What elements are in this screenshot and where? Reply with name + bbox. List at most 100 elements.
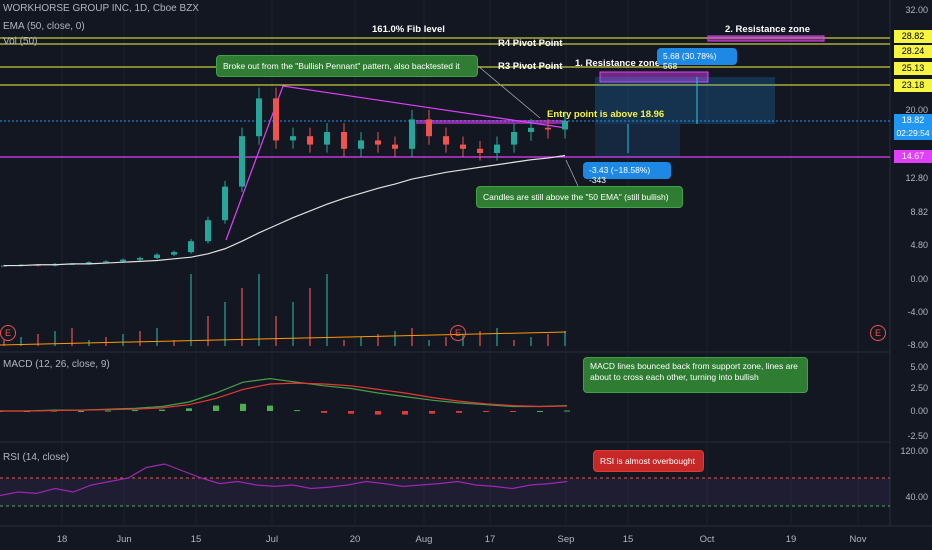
note-pointer [477, 65, 541, 119]
volume-bar [513, 340, 515, 346]
volume-bar [54, 331, 56, 346]
macd-histogram-bar [105, 410, 111, 412]
price-flag-support: 14.67 [894, 150, 932, 163]
macd-tick: 2.50 [910, 383, 928, 393]
candle-body [409, 119, 415, 149]
volume-bar [292, 302, 294, 346]
candle-body [222, 186, 228, 221]
pennant-note: Broke out from the "Bullish Pennant" pat… [216, 55, 478, 77]
candle-body [443, 136, 449, 145]
price-tick: 12.80 [905, 173, 928, 183]
rsi-legend: RSI (14, close) [3, 452, 70, 463]
macd-histogram-bar [483, 411, 489, 412]
macd-signal-line [0, 382, 568, 412]
price-tick: 32.00 [905, 5, 928, 15]
macd-tick: 5.00 [910, 362, 928, 372]
candle-body [545, 127, 551, 130]
macd-tick: 0.00 [910, 406, 928, 416]
rsi-note: RSI is almost overbought [593, 450, 704, 472]
macd-histogram-bar [537, 411, 543, 412]
volume-bar [173, 340, 175, 346]
macd-tick: -2.50 [907, 431, 928, 441]
volume-bar [496, 328, 498, 346]
x-tick: Oct [699, 534, 715, 545]
resistance-zone-2 [707, 35, 825, 42]
volume-bar [326, 274, 328, 346]
x-tick: Nov [849, 534, 867, 545]
volume-bar [241, 288, 243, 346]
candle-body [324, 132, 330, 145]
volume-bar [71, 328, 73, 346]
volume-bar [343, 340, 345, 346]
volume-bar [428, 340, 430, 346]
price-flag-fib: 28.82 [894, 30, 932, 43]
volume-bar [275, 316, 277, 346]
candle-body [205, 220, 211, 242]
earnings-marker[interactable]: E [870, 325, 886, 341]
candle-body [562, 120, 568, 130]
x-tick: 17 [484, 534, 496, 545]
earnings-marker[interactable]: E [450, 325, 466, 341]
price-tick: -8.00 [907, 340, 928, 350]
volume-bar [309, 288, 311, 346]
macd-histogram-bar [429, 411, 435, 414]
price-flag-r4: 28.24 [894, 45, 932, 58]
symbol-title: WORKHORSE GROUP INC, 1D, Cboe BZX [3, 3, 199, 14]
candle-body [120, 259, 126, 262]
volume-bar [394, 331, 396, 346]
entry-point-label: Entry point is above 18.96 [547, 109, 665, 120]
r4-pivot-label: R4 Pivot Point [498, 38, 563, 49]
ema-note: Candles are still above the "50 EMA" (st… [476, 186, 683, 208]
target-box [595, 77, 775, 124]
macd-histogram-bar [510, 411, 516, 412]
bar-countdown: 02:29:54 [894, 127, 932, 140]
candle-body [477, 148, 483, 153]
rsi-tick: 40.00 [905, 492, 928, 502]
volume-bar [360, 337, 362, 346]
price-flag-resistance: 23.18 [894, 79, 932, 92]
fib-level-label: 161.0% Fib level [372, 24, 445, 35]
macd-histogram-bar [348, 411, 354, 414]
price-tick: -4.00 [907, 307, 928, 317]
volume-bar [139, 331, 141, 346]
x-tick: Sep [557, 534, 575, 545]
macd-histogram-bar [132, 410, 138, 412]
x-tick: 18 [56, 534, 68, 545]
price-tick: 20.00 [905, 105, 928, 115]
macd-histogram-bar [213, 405, 219, 411]
resistance-zone-1 [599, 71, 709, 83]
rsi-tick: 120.00 [900, 446, 928, 456]
volume-bar [445, 337, 447, 346]
candle-body [154, 254, 160, 258]
candle-body [171, 252, 177, 255]
x-tick: Aug [415, 534, 433, 545]
macd-histogram-bar [240, 403, 246, 411]
macd-note: MACD lines bounced back from support zon… [583, 357, 808, 393]
candle-body [375, 140, 381, 145]
volume-bar [564, 331, 566, 346]
volume-bar [411, 328, 413, 346]
price-flag-last: 18.82 [894, 114, 932, 127]
volume-bar [377, 334, 379, 346]
price-tick: 0.00 [910, 274, 928, 284]
macd-histogram-bar [78, 411, 84, 412]
macd-histogram-bar [267, 405, 273, 411]
candle-body [358, 140, 364, 149]
macd-histogram-bar [321, 411, 327, 413]
candle-body [290, 136, 296, 141]
volume-bar [462, 334, 464, 346]
candle-body [103, 261, 109, 263]
ema-line [4, 154, 566, 267]
price-tick: 8.82 [910, 207, 928, 217]
rsi-line [0, 463, 568, 497]
rsi-band [0, 478, 890, 506]
candle-body [137, 258, 143, 260]
volume-ma-line [0, 331, 567, 346]
earnings-marker[interactable]: E [0, 325, 16, 341]
volume-bar [224, 302, 226, 346]
macd-histogram-bar [294, 410, 300, 412]
macd-histogram-bar [456, 411, 462, 413]
macd-legend: MACD (12, 26, close, 9) [3, 359, 110, 370]
volume-bar [20, 337, 22, 346]
